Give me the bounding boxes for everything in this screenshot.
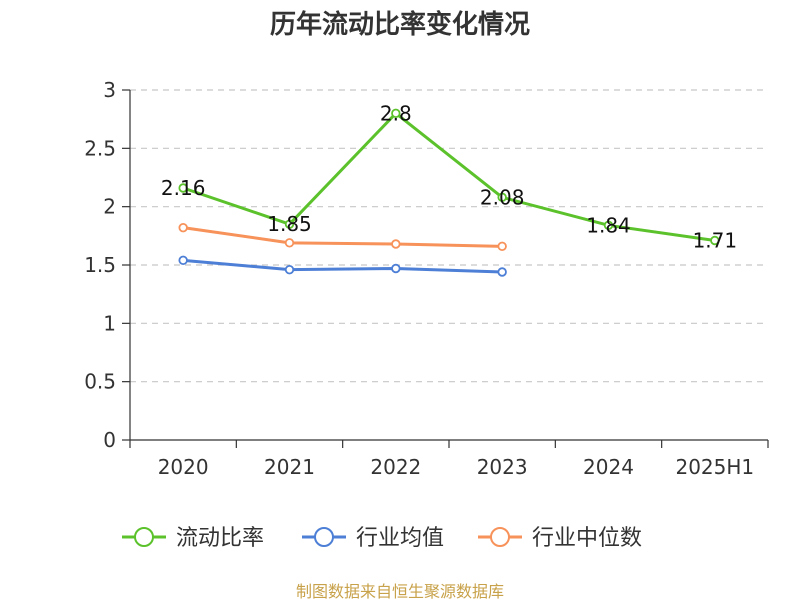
data-label: 1.85 [267, 212, 312, 236]
x-tick-label: 2024 [583, 455, 634, 479]
data-point [284, 264, 295, 275]
legend-swatch-marker [314, 527, 334, 547]
data-point [603, 220, 614, 231]
legend-swatch-marker [490, 527, 510, 547]
data-point [497, 192, 507, 203]
legend-label: 行业均值 [356, 526, 444, 551]
data-point [497, 241, 507, 252]
y-tick-label: 1.5 [84, 253, 116, 277]
data-point [391, 239, 401, 249]
x-tick-label: 2020 [158, 455, 209, 479]
legend-label: 流动比率 [176, 526, 264, 551]
x-tick-label: 2025H1 [675, 455, 754, 479]
y-tick-label: 2.5 [84, 136, 116, 160]
data-point [391, 263, 401, 274]
legend-swatch-marker [134, 527, 154, 547]
legend-label: 行业中位数 [532, 526, 642, 551]
data-label: 2.16 [161, 176, 206, 200]
series-line-0 [181, 111, 717, 242]
y-tick-label: 1 [103, 311, 116, 335]
data-label: 2.8 [380, 101, 412, 125]
y-tick-label: 3 [103, 78, 116, 102]
series-line-2 [181, 226, 504, 248]
data-point [391, 108, 401, 119]
data-label: 1.71 [693, 229, 738, 253]
chart-title: 历年流动比率变化情况 [269, 10, 530, 40]
y-tick-label: 0.5 [84, 370, 116, 394]
y-tick-label: 0 [103, 428, 116, 452]
series-line-1 [181, 258, 504, 274]
source-note: 制图数据来自恒生聚源数据库 [295, 582, 504, 600]
data-point [178, 222, 188, 233]
data-point [497, 267, 507, 277]
data-point [178, 255, 188, 266]
data-point [284, 238, 295, 248]
data-point [284, 219, 295, 229]
data-point [710, 235, 720, 246]
x-tick-label: 2022 [370, 455, 421, 479]
x-tick-label: 2023 [477, 455, 528, 479]
data-point [178, 183, 188, 193]
y-tick-label: 2 [103, 195, 116, 219]
x-tick-label: 2021 [264, 455, 315, 479]
data-label: 2.08 [480, 185, 525, 209]
data-label: 1.84 [586, 213, 631, 237]
